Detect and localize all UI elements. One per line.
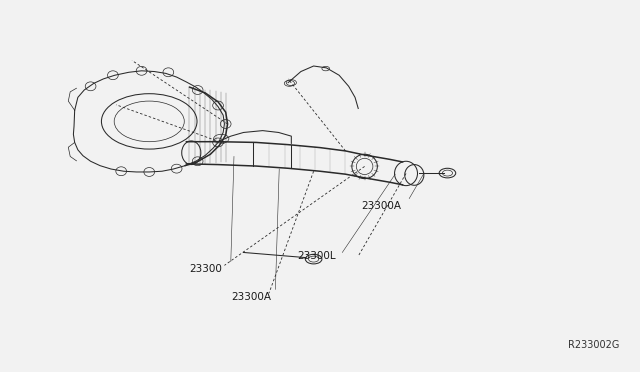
Text: 23300A: 23300A [231, 292, 271, 302]
Text: R233002G: R233002G [568, 340, 620, 350]
Text: 23300A: 23300A [362, 201, 401, 211]
Text: 23300: 23300 [189, 264, 222, 274]
Text: 23300L: 23300L [298, 251, 337, 261]
